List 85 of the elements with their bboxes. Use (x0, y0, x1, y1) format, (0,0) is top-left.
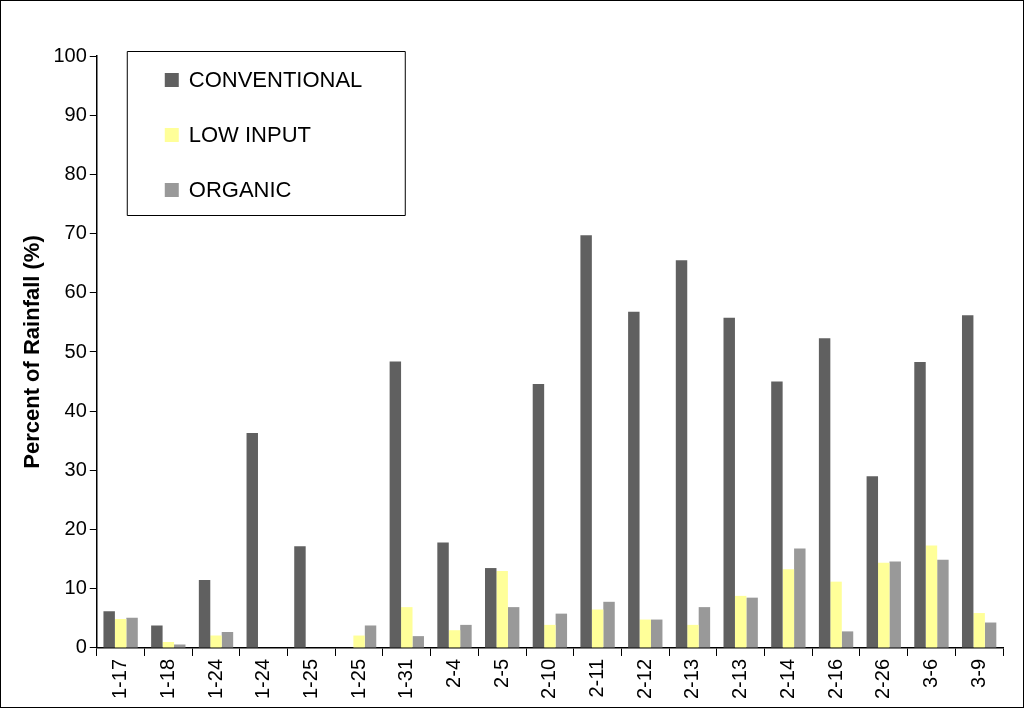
bar (878, 562, 890, 648)
bar (174, 644, 186, 648)
legend-label: LOW INPUT (188, 122, 311, 148)
y-tick-label: 80 (64, 161, 87, 184)
bar (651, 619, 663, 648)
bar (628, 311, 640, 648)
bar (485, 568, 497, 648)
bar (364, 625, 377, 648)
bar (734, 595, 747, 648)
bar (603, 601, 615, 648)
bar (973, 613, 985, 648)
bar (353, 635, 365, 648)
x-tick-label: 2-4 (442, 658, 465, 688)
bar (723, 317, 735, 648)
x-tick-label: 2-13 (680, 658, 703, 699)
bar (412, 636, 424, 648)
bar (746, 597, 758, 648)
x-tick-label: 1-25 (346, 658, 369, 699)
x-tick-label: 1-24 (203, 658, 226, 699)
bar (198, 579, 211, 648)
bar (591, 609, 604, 648)
x-tick-label: 1-25 (298, 658, 321, 699)
bar (687, 624, 699, 648)
x-tick-label: 2-26 (871, 658, 894, 699)
y-tick-label: 100 (53, 43, 87, 66)
bar (103, 611, 115, 648)
x-tick-label: 3-9 (966, 658, 989, 688)
bar (246, 433, 258, 648)
bar (401, 607, 413, 648)
bar (389, 361, 402, 648)
bar (782, 569, 795, 648)
bar (532, 383, 545, 648)
bar (794, 548, 806, 648)
x-tick-label: 1-31 (394, 658, 417, 699)
bar (841, 631, 854, 648)
bar (221, 631, 234, 648)
bar (937, 559, 949, 648)
y-tick-label: 50 (64, 339, 87, 362)
bar (889, 561, 901, 648)
bar (151, 625, 163, 648)
bar (507, 607, 520, 648)
x-tick-label: 2-14 (775, 658, 798, 699)
x-tick-label: 2-10 (537, 658, 560, 699)
y-axis-title: Percent of Rainfall (%) (19, 235, 45, 469)
bar (698, 607, 711, 648)
y-tick-label: 0 (75, 635, 87, 658)
x-tick-label: 2-16 (823, 658, 846, 699)
y-tick-label: 90 (64, 102, 87, 125)
bar (460, 624, 472, 648)
bar (830, 581, 842, 648)
bar (294, 546, 306, 648)
bar (210, 635, 222, 648)
x-tick-label: 2-13 (728, 658, 751, 699)
bar (818, 338, 831, 648)
bar (925, 545, 938, 648)
bar (544, 624, 556, 648)
bar (126, 617, 138, 648)
bar (866, 476, 879, 648)
x-tick-label: 2-11 (585, 658, 608, 698)
x-tick-label: 1-24 (251, 658, 274, 699)
x-tick-label: 1-18 (155, 658, 178, 699)
x-tick-label: 1-17 (108, 658, 131, 699)
bar (580, 235, 592, 648)
y-tick-label: 10 (64, 576, 87, 599)
bar (984, 622, 997, 648)
bar (961, 315, 974, 648)
bar (771, 381, 783, 648)
y-tick-label: 30 (64, 457, 87, 480)
bar (914, 362, 926, 648)
bar (114, 618, 127, 648)
bar (448, 630, 461, 648)
bar (496, 571, 508, 648)
x-tick-label: 2-5 (489, 658, 512, 688)
y-tick-label: 40 (64, 398, 87, 421)
bar (555, 613, 568, 648)
y-tick-label: 20 (64, 517, 87, 540)
bar (675, 260, 688, 648)
x-tick-label: 2-12 (632, 658, 655, 699)
bar (437, 542, 449, 648)
y-tick-label: 60 (64, 280, 87, 303)
bar (639, 619, 651, 648)
x-tick-label: 3-6 (918, 658, 941, 688)
legend-label: CONVENTIONAL (188, 67, 363, 93)
y-tick-label: 70 (64, 221, 87, 244)
legend-label: ORGANIC (188, 177, 292, 203)
